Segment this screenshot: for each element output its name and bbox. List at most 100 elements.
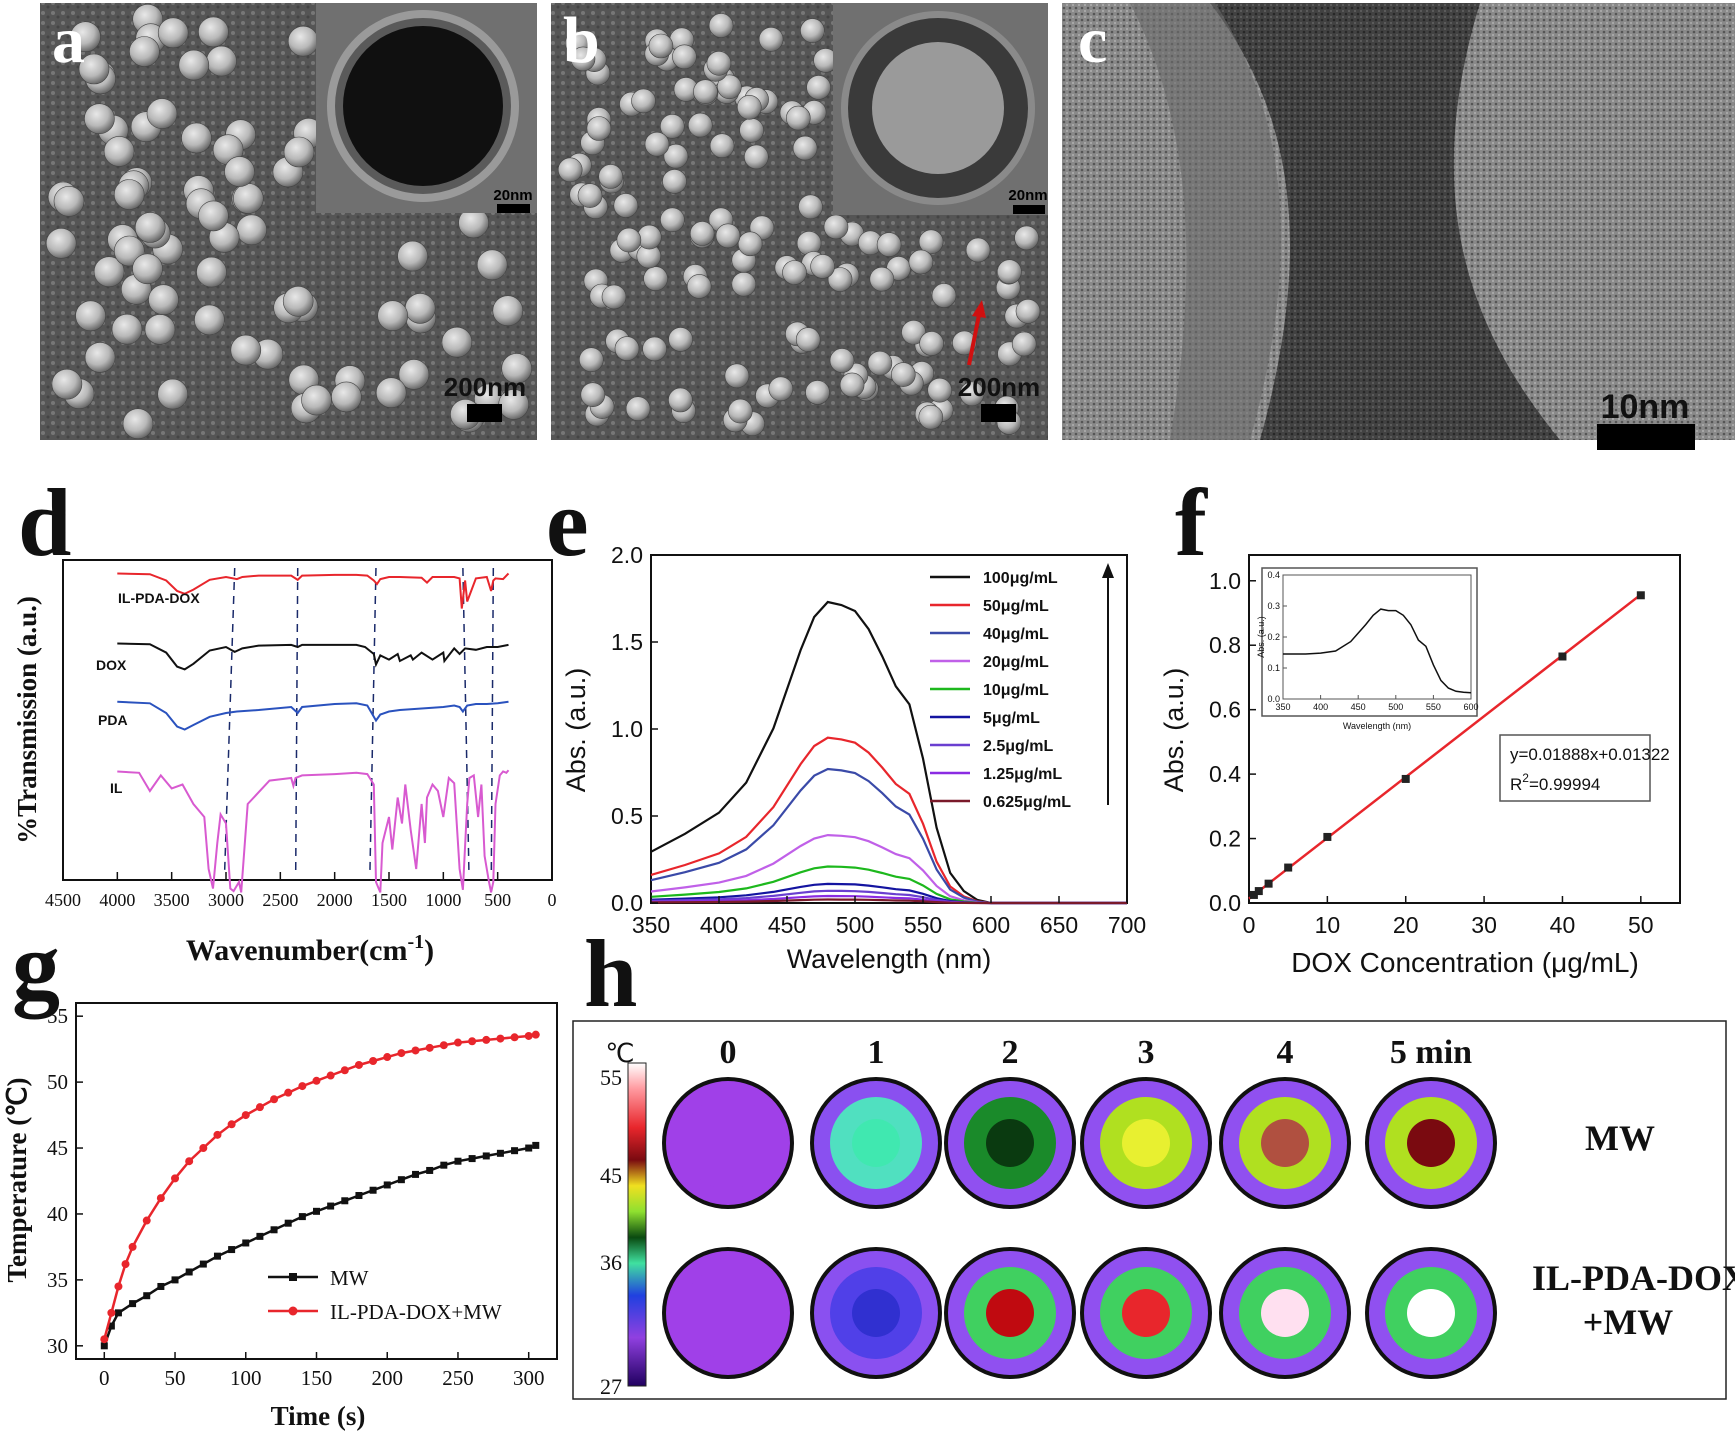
x-tick-label: 4000 <box>99 890 135 910</box>
nanoparticle <box>715 223 741 249</box>
data-point <box>496 1034 505 1043</box>
nanoparticle <box>806 75 831 100</box>
nanoparticle <box>890 362 916 387</box>
y-tick-label: 40 <box>47 1202 68 1226</box>
y-axis-label: Temperature (℃) <box>2 1077 32 1282</box>
y-tick-label: 0.5 <box>611 803 643 829</box>
series-line <box>650 898 1127 905</box>
thermal-dish-il-pda-dox <box>662 1247 794 1379</box>
nanoparticle <box>181 122 212 154</box>
nanoparticle <box>867 350 893 376</box>
fit-line <box>1248 593 1642 900</box>
dish-core <box>704 1119 752 1167</box>
y-tick-label: 0.2 <box>1209 826 1241 852</box>
dish-core <box>1122 1289 1170 1337</box>
colorbar-label: 55 <box>600 1065 622 1090</box>
x-tick-label: 450 <box>768 912 806 938</box>
nanoparticle <box>132 253 163 285</box>
thermal-dish-mw <box>1219 1077 1351 1209</box>
panel-letter-b: b <box>563 4 600 77</box>
x-tick-label: 150 <box>301 1366 333 1390</box>
nanoparticle <box>708 13 734 38</box>
nanoparticle <box>598 164 624 189</box>
row-label-mw: MW <box>1585 1118 1655 1158</box>
data-point <box>185 1268 193 1276</box>
row-label-plus-mw: +MW <box>1583 1302 1674 1342</box>
data-point <box>107 1322 115 1330</box>
y-tick-label: 0.4 <box>1209 761 1241 787</box>
x-axis-label: Time (s) <box>271 1401 366 1431</box>
nanoparticle <box>1015 298 1041 324</box>
data-point <box>270 1095 279 1104</box>
nanoparticle <box>810 254 835 279</box>
nanoparticle <box>51 368 83 400</box>
nanoparticle <box>827 267 853 292</box>
dashed-line <box>490 567 495 871</box>
nanoparticle <box>78 53 110 85</box>
data-point <box>412 1170 420 1178</box>
dish-core <box>1407 1119 1455 1167</box>
legend-label: 40μg/mL <box>983 626 1049 643</box>
data-point <box>171 1276 179 1284</box>
fit-line <box>1248 593 1642 900</box>
nanoparticle <box>224 156 255 187</box>
nanoparticle <box>717 74 742 100</box>
data-point <box>482 1152 490 1160</box>
inset-line <box>1283 608 1472 694</box>
panel-letter-d: d <box>18 469 71 576</box>
legend-label: 5μg/mL <box>983 710 1040 727</box>
x-tick-label: 400 <box>700 912 738 938</box>
dish-core <box>986 1289 1034 1337</box>
inset-y-label: Abs. (a.u.) <box>1256 616 1266 658</box>
data-point <box>383 1053 392 1062</box>
x-tick-label: 250 <box>442 1366 474 1390</box>
nanoparticle <box>659 114 685 139</box>
inset-x-tick-label: 550 <box>1426 702 1441 712</box>
x-tick-label: 1500 <box>371 890 407 910</box>
data-point <box>468 1037 477 1046</box>
series-line <box>650 736 1127 905</box>
inset-x-tick-label: 450 <box>1351 702 1366 712</box>
data-point <box>341 1197 349 1205</box>
legend-label: IL-PDA-DOX+MW <box>330 1300 502 1324</box>
x-tick-label: 50 <box>1628 912 1654 938</box>
panel-h-thermal-images: ℃ 55 45 36 27 0 1 2 3 4 5 min MW IL-PDA-DOX +MW <box>572 1020 1735 1400</box>
legend-label: 2.5μg/mL <box>983 738 1053 755</box>
temperature-colorbar <box>627 1062 647 1387</box>
data-point <box>143 1292 151 1300</box>
nanoparticle <box>648 33 674 59</box>
nanoparticle <box>331 381 362 413</box>
nanoparticle <box>614 336 640 361</box>
legend-label: MW <box>330 1266 369 1290</box>
data-point <box>327 1202 335 1210</box>
nanoparticle <box>282 285 314 317</box>
time-label: 5 min <box>1390 1034 1472 1071</box>
inset-scale-bar <box>1013 205 1045 214</box>
series-label: IL <box>110 780 123 796</box>
colorbar-label: 27 <box>600 1374 622 1399</box>
x-tick-label: 350 <box>632 912 670 938</box>
nanoparticle <box>805 380 830 405</box>
inset-y-tick-label: 0.2 <box>1267 632 1280 642</box>
time-label: 2 <box>1002 1034 1019 1071</box>
thermal-dish-il-pda-dox <box>1219 1247 1351 1379</box>
legend: 100μg/mL 50μg/mL 40μg/mL 20μg/mL 10μg/mL 5μg/… <box>930 570 1071 811</box>
panel-b-tem-inset: 20nm <box>833 3 1048 215</box>
axis-ticks: 350 400 450 500 550 600 650 700 0.0 0.5 1.0 1.5 2.0 <box>611 542 1146 938</box>
nanoparticle <box>908 249 934 275</box>
nanoparticle <box>758 26 784 52</box>
data-point <box>199 1260 207 1268</box>
nanoparticle <box>918 229 944 255</box>
dashed-line <box>294 567 299 871</box>
series-line-dox <box>117 642 509 671</box>
data-point <box>156 1194 165 1203</box>
row-label-il-pda-dox: IL-PDA-DOX <box>1532 1258 1735 1298</box>
data-point <box>355 1192 363 1200</box>
x-axis-label: Wavenumber(cm-1) <box>186 931 434 967</box>
data-point <box>496 1149 504 1157</box>
thermal-dish-il-pda-dox <box>1080 1247 1212 1379</box>
nanoparticle <box>113 179 145 210</box>
nanoparticle <box>404 293 436 324</box>
dish-core <box>986 1119 1034 1167</box>
data-point <box>270 1226 278 1234</box>
